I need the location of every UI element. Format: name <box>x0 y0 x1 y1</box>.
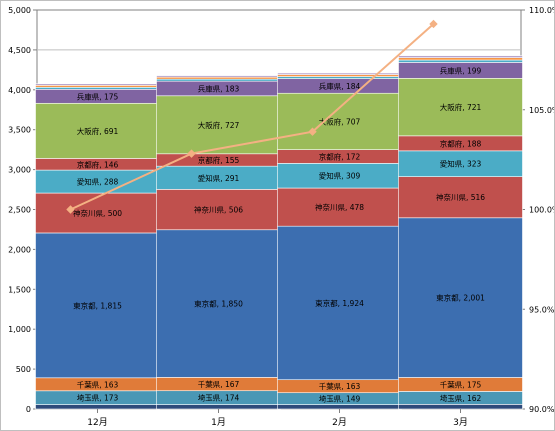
bar-3-series-10 <box>398 57 523 61</box>
bar-0-series-11 <box>35 83 160 86</box>
data-label-2-series-5: 愛知県, 309 <box>319 171 361 181</box>
data-label-3-series-3: 東京都, 2,001 <box>436 293 485 303</box>
data-label-0-series-4: 神奈川県, 500 <box>73 208 122 218</box>
data-label-2-series-4: 神奈川県, 478 <box>315 202 364 212</box>
data-label-2-series-7: 大阪府, 707 <box>319 116 361 126</box>
left-tick-label-3: 1,500 <box>8 285 31 294</box>
data-label-0-series-3: 東京都, 1,815 <box>73 300 122 310</box>
data-label-3-series-5: 愛知県, 323 <box>440 159 482 169</box>
data-label-1-series-8: 兵庫県, 183 <box>198 83 240 93</box>
data-label-2-series-3: 東京都, 1,924 <box>315 298 364 308</box>
bar-2-series-11 <box>277 72 402 75</box>
data-label-2-series-6: 京都府, 172 <box>319 152 361 162</box>
category-label-2: 2月 <box>332 417 347 428</box>
data-label-2-series-1: 埼玉県, 149 <box>319 394 361 404</box>
bar-2-series-4-x <box>277 187 402 227</box>
data-label-3-series-1: 埼玉県, 162 <box>440 393 482 403</box>
left-tick-label-5: 2,500 <box>8 206 31 215</box>
data-label-1-series-2: 千葉県, 167 <box>198 379 240 389</box>
data-label-3-series-7: 大阪府, 721 <box>440 102 482 112</box>
bar-3-series-7-x <box>398 78 523 137</box>
line-series <box>70 23 435 211</box>
data-label-1-series-6: 京都府, 155 <box>198 155 240 165</box>
left-tick-label-0: 0 <box>26 405 31 414</box>
data-label-0-series-5: 愛知県, 288 <box>77 177 119 187</box>
data-label-0-series-2: 千葉県, 163 <box>77 379 119 389</box>
right-tick-label-3: 105.0% <box>529 106 554 115</box>
data-label-3-series-4: 神奈川県, 516 <box>436 192 485 202</box>
bar-2-series-0 <box>277 404 402 410</box>
category-label-0: 12月 <box>87 417 107 428</box>
left-tick-label-6: 3,000 <box>8 166 31 175</box>
data-label-0-series-1: 埼玉県, 173 <box>77 393 119 403</box>
left-tick-label-7: 3,500 <box>8 126 31 135</box>
bar-1-series-7-x <box>156 95 281 155</box>
bar-3-series-11 <box>398 55 523 58</box>
bar-0-series-4-x <box>35 192 160 234</box>
line-point-1 <box>187 149 196 158</box>
bar-3-series-3-x <box>398 217 523 378</box>
data-label-0-series-6: 京都府, 146 <box>77 159 119 169</box>
data-label-1-series-7: 大阪府, 727 <box>198 120 240 130</box>
data-label-1-series-5: 愛知県, 291 <box>198 173 240 183</box>
line-point-0 <box>66 205 75 214</box>
data-label-1-series-4: 神奈川県, 506 <box>194 205 243 215</box>
left-tick-label-10: 5,000 <box>8 6 31 15</box>
data-label-0-series-7: 大阪府, 691 <box>77 126 119 136</box>
right-tick-label-4: 110.0% <box>529 6 554 15</box>
right-tick-label-1: 95.0% <box>529 305 554 314</box>
data-label-1-series-1: 埼玉県, 174 <box>198 393 240 403</box>
data-label-0-series-8: 兵庫県, 175 <box>77 91 119 101</box>
bar-0-series-0 <box>35 404 160 410</box>
line-point-2 <box>308 127 317 136</box>
category-label-1: 1月 <box>211 417 226 428</box>
line-point-3 <box>429 19 438 29</box>
data-label-2-series-2: 千葉県, 163 <box>319 381 361 391</box>
category-label-3: 3月 <box>453 417 468 428</box>
bar-0-series-7-x <box>35 102 160 159</box>
bar-3-series-0 <box>398 404 523 410</box>
data-label-3-series-6: 京都府, 188 <box>440 138 482 148</box>
right-tick-label-0: 90.0% <box>529 405 554 414</box>
bar-2-series-3-x <box>277 225 402 381</box>
data-label-2-series-8: 兵庫県, 184 <box>319 81 361 91</box>
left-tick-label-2: 1,000 <box>8 325 31 334</box>
data-label-3-series-8: 兵庫県, 199 <box>440 65 482 75</box>
bar-3-series-5-x <box>398 150 523 177</box>
bar-2-series-7-x <box>277 92 402 150</box>
bar-1-series-0 <box>156 404 281 410</box>
data-label-1-series-3: 東京都, 1,850 <box>194 299 243 309</box>
bar-3-series-4-x <box>398 176 523 219</box>
right-tick-label-2: 100.0% <box>529 206 554 215</box>
left-tick-label-4: 2,000 <box>8 245 31 254</box>
left-tick-label-8: 4,000 <box>8 86 31 95</box>
left-tick-label-1: 500 <box>16 365 31 374</box>
data-label-3-series-2: 千葉県, 175 <box>440 379 482 389</box>
left-tick-label-9: 4,500 <box>8 46 31 55</box>
bar-1-series-11 <box>156 75 281 78</box>
bar-3-series-9 <box>398 59 523 63</box>
